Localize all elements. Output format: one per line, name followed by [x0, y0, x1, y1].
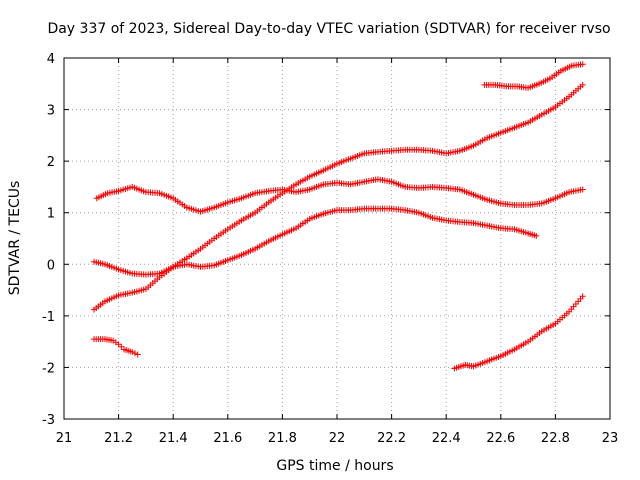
y-tick-label: 4	[47, 52, 55, 67]
data-points	[91, 61, 586, 372]
x-axis-label: GPS time / hours	[276, 458, 393, 474]
series-track-c	[91, 205, 540, 278]
y-tick-label: -1	[42, 310, 55, 325]
plot-frame	[63, 57, 611, 420]
x-tick-label: 22.4	[432, 431, 461, 446]
x-tick-label: 22.6	[486, 431, 515, 446]
x-tick-label: 21.6	[213, 431, 242, 446]
x-tick-label: 21.8	[268, 431, 297, 446]
data-point	[533, 232, 540, 239]
y-tick-label: 2	[47, 155, 55, 170]
y-tick-label: 1	[47, 207, 55, 222]
y-tick-label: -2	[42, 361, 55, 376]
data-point	[579, 61, 586, 68]
data-point	[579, 81, 586, 88]
series-track-a	[91, 81, 586, 313]
x-tick-label: 22.8	[541, 431, 570, 446]
series-track-d	[91, 336, 141, 358]
y-axis-label: SDTVAR / TECUs	[7, 181, 23, 296]
data-point	[115, 341, 122, 348]
x-tick-label: 23	[602, 431, 619, 446]
y-axis-ticks: -3 -2 -1 0 1 2 3 4	[42, 52, 610, 428]
y-tick-label: 0	[47, 258, 55, 273]
chart-title: Day 337 of 2023, Sidereal Day-to-day VTE…	[47, 21, 610, 37]
x-tick-label: 21.4	[159, 431, 188, 446]
data-point	[134, 351, 141, 358]
y-tick-label: -3	[42, 413, 55, 428]
data-point	[131, 350, 138, 357]
data-point	[129, 348, 136, 355]
data-point	[118, 343, 125, 350]
series-track-f	[451, 293, 586, 372]
series-track-b	[93, 176, 586, 215]
series-track-e	[481, 61, 586, 91]
x-tick-label: 21.2	[104, 431, 133, 446]
x-tick-label: 22.2	[377, 431, 406, 446]
grid	[64, 58, 610, 419]
data-point	[579, 186, 586, 193]
x-tick-label: 22	[329, 431, 346, 446]
x-axis-ticks: 21 21.2 21.4 21.6 21.8 22 22.2 22.4 22.6 22.8 23	[56, 58, 619, 446]
x-tick-label: 21	[56, 431, 73, 446]
y-tick-label: 3	[47, 104, 55, 119]
data-point	[579, 293, 586, 300]
